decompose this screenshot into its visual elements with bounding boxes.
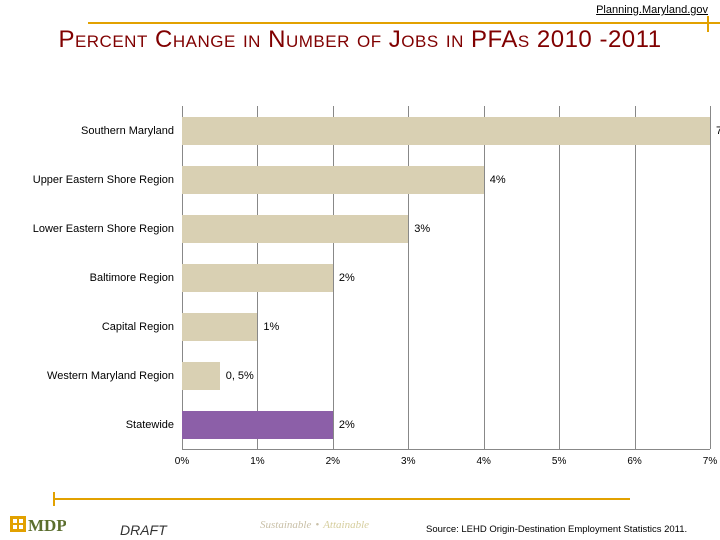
tagline-a: Sustainable <box>260 519 311 531</box>
value-label: 2% <box>339 419 355 431</box>
bar <box>182 411 333 439</box>
tagline-b: Attainable <box>323 519 369 531</box>
chart-title: Percent Change in Number of Jobs in PFAs… <box>0 26 720 55</box>
source-text: Source: LEHD Origin-Destination Employme… <box>426 525 706 536</box>
chart-row: Statewide 2% <box>14 411 714 439</box>
x-tick-label: 5% <box>552 456 566 467</box>
bar <box>182 215 408 243</box>
slide: Planning.Maryland.gov Percent Change in … <box>0 0 720 540</box>
bar-chart: Southern Maryland7%Upper Eastern Shore R… <box>14 106 714 476</box>
x-tick-label: 7% <box>703 456 717 467</box>
svg-text:MDP: MDP <box>28 516 66 535</box>
category-label: Lower Eastern Shore Region <box>14 223 174 235</box>
category-label: Upper Eastern Shore Region <box>14 174 174 186</box>
bar <box>182 264 333 292</box>
x-tick-label: 4% <box>476 456 490 467</box>
footer-rule <box>0 498 630 500</box>
footer: MDP DRAFT Sustainable•Attainable Source:… <box>0 496 720 540</box>
chart-row: Capital Region 1% <box>14 313 714 341</box>
chart-row: Lower Eastern Shore Region 3% <box>14 215 714 243</box>
value-label: 3% <box>414 223 430 235</box>
category-label: Statewide <box>14 419 174 431</box>
tagline: Sustainable•Attainable <box>260 519 369 531</box>
bar <box>182 362 220 390</box>
value-label: 1% <box>263 321 279 333</box>
x-tick-label: 6% <box>627 456 641 467</box>
category-label: Southern Maryland <box>14 125 174 137</box>
x-tick-label: 3% <box>401 456 415 467</box>
header-rule <box>88 22 720 24</box>
header-url-link[interactable]: Planning.Maryland.gov <box>596 4 708 16</box>
chart-row: Western Maryland Region 0, 5% <box>14 362 714 390</box>
mdp-logo-icon: MDP <box>10 506 66 536</box>
bar <box>182 117 710 145</box>
category-label: Baltimore Region <box>14 272 174 284</box>
chart-row: Baltimore Region 2% <box>14 264 714 292</box>
x-tick-label: 2% <box>326 456 340 467</box>
value-label: 0, 5% <box>226 370 254 382</box>
chart-row: Southern Maryland7% <box>14 117 714 145</box>
value-label: 2% <box>339 272 355 284</box>
bar <box>182 313 257 341</box>
chart-row: Upper Eastern Shore Region 4% <box>14 166 714 194</box>
x-tick-label: 1% <box>250 456 264 467</box>
bar <box>182 166 484 194</box>
x-tick-label: 0% <box>175 456 189 467</box>
draft-label: DRAFT <box>120 522 167 538</box>
value-label: 7% <box>716 125 720 137</box>
category-label: Capital Region <box>14 321 174 333</box>
category-label: Western Maryland Region <box>14 370 174 382</box>
value-label: 4% <box>490 174 506 186</box>
